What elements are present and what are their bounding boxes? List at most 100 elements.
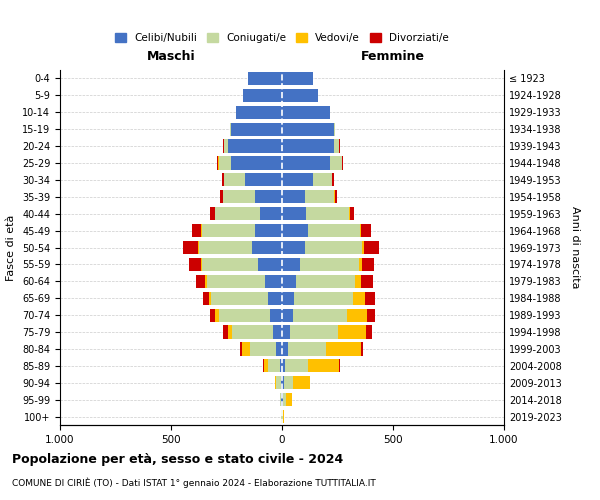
- Bar: [353, 292, 365, 305]
- Bar: [275, 376, 277, 390]
- Bar: [215, 308, 219, 322]
- Bar: [280, 393, 281, 406]
- Bar: [220, 190, 223, 203]
- Bar: [339, 140, 340, 152]
- Bar: [250, 342, 277, 355]
- Bar: [367, 326, 372, 338]
- Bar: [308, 359, 338, 372]
- Bar: [224, 174, 245, 186]
- Bar: [192, 224, 201, 237]
- Bar: [283, 410, 284, 423]
- Bar: [347, 308, 367, 322]
- Bar: [232, 326, 273, 338]
- Bar: [223, 140, 224, 152]
- Bar: [202, 224, 256, 237]
- Bar: [263, 359, 264, 372]
- Bar: [183, 241, 197, 254]
- Bar: [223, 326, 227, 338]
- Bar: [265, 274, 282, 288]
- Bar: [210, 207, 215, 220]
- Bar: [252, 241, 282, 254]
- Bar: [196, 274, 205, 288]
- Bar: [217, 156, 218, 170]
- Legend: Celibi/Nubili, Coniugati/e, Vedovi/e, Divorziati/e: Celibi/Nubili, Coniugati/e, Vedovi/e, Di…: [111, 29, 453, 48]
- Bar: [282, 308, 293, 322]
- Bar: [277, 342, 282, 355]
- Bar: [326, 342, 361, 355]
- Bar: [282, 258, 300, 271]
- Bar: [307, 207, 349, 220]
- Bar: [260, 207, 282, 220]
- Bar: [330, 156, 342, 170]
- Bar: [355, 274, 361, 288]
- Text: Popolazione per età, sesso e stato civile - 2024: Popolazione per età, sesso e stato civil…: [12, 452, 343, 466]
- Bar: [202, 258, 257, 271]
- Text: COMUNE DI CIRIÈ (TO) - Dati ISTAT 1° gennaio 2024 - Elaborazione TUTTITALIA.IT: COMUNE DI CIRIÈ (TO) - Dati ISTAT 1° gen…: [12, 478, 376, 488]
- Bar: [337, 326, 367, 338]
- Bar: [189, 258, 201, 271]
- Bar: [362, 241, 364, 254]
- Bar: [277, 376, 281, 390]
- Bar: [206, 274, 265, 288]
- Bar: [236, 106, 282, 119]
- Y-axis label: Fasce di età: Fasce di età: [7, 214, 16, 280]
- Bar: [227, 326, 232, 338]
- Bar: [243, 89, 282, 102]
- Bar: [268, 359, 280, 372]
- Bar: [240, 342, 242, 355]
- Bar: [281, 376, 282, 390]
- Bar: [215, 207, 260, 220]
- Bar: [282, 122, 334, 136]
- Bar: [290, 326, 337, 338]
- Bar: [282, 342, 287, 355]
- Bar: [248, 72, 282, 85]
- Bar: [286, 393, 292, 406]
- Bar: [201, 258, 202, 271]
- Bar: [364, 241, 379, 254]
- Bar: [268, 292, 282, 305]
- Bar: [362, 258, 374, 271]
- Bar: [332, 174, 334, 186]
- Bar: [282, 106, 330, 119]
- Bar: [367, 308, 375, 322]
- Bar: [209, 292, 211, 305]
- Bar: [242, 342, 250, 355]
- Bar: [283, 393, 286, 406]
- Bar: [361, 224, 371, 237]
- Bar: [219, 156, 231, 170]
- Bar: [280, 359, 282, 372]
- Bar: [296, 274, 355, 288]
- Bar: [282, 393, 283, 406]
- Bar: [230, 122, 231, 136]
- Bar: [273, 326, 282, 338]
- Bar: [203, 292, 209, 305]
- Bar: [282, 224, 308, 237]
- Bar: [359, 258, 362, 271]
- Bar: [349, 207, 350, 220]
- Bar: [282, 89, 317, 102]
- Bar: [282, 207, 307, 220]
- Bar: [282, 72, 313, 85]
- Bar: [305, 190, 334, 203]
- Bar: [201, 224, 202, 237]
- Bar: [256, 224, 282, 237]
- Bar: [305, 241, 362, 254]
- Bar: [282, 190, 305, 203]
- Bar: [287, 342, 326, 355]
- Text: Maschi: Maschi: [146, 50, 196, 63]
- Bar: [282, 292, 294, 305]
- Bar: [284, 376, 293, 390]
- Bar: [256, 190, 282, 203]
- Bar: [334, 140, 338, 152]
- Bar: [334, 122, 335, 136]
- Bar: [308, 224, 360, 237]
- Bar: [231, 156, 282, 170]
- Y-axis label: Anni di nascita: Anni di nascita: [570, 206, 580, 289]
- Bar: [282, 359, 286, 372]
- Bar: [219, 308, 270, 322]
- Bar: [282, 376, 284, 390]
- Bar: [257, 258, 282, 271]
- Bar: [199, 241, 252, 254]
- Bar: [282, 174, 313, 186]
- Bar: [313, 174, 332, 186]
